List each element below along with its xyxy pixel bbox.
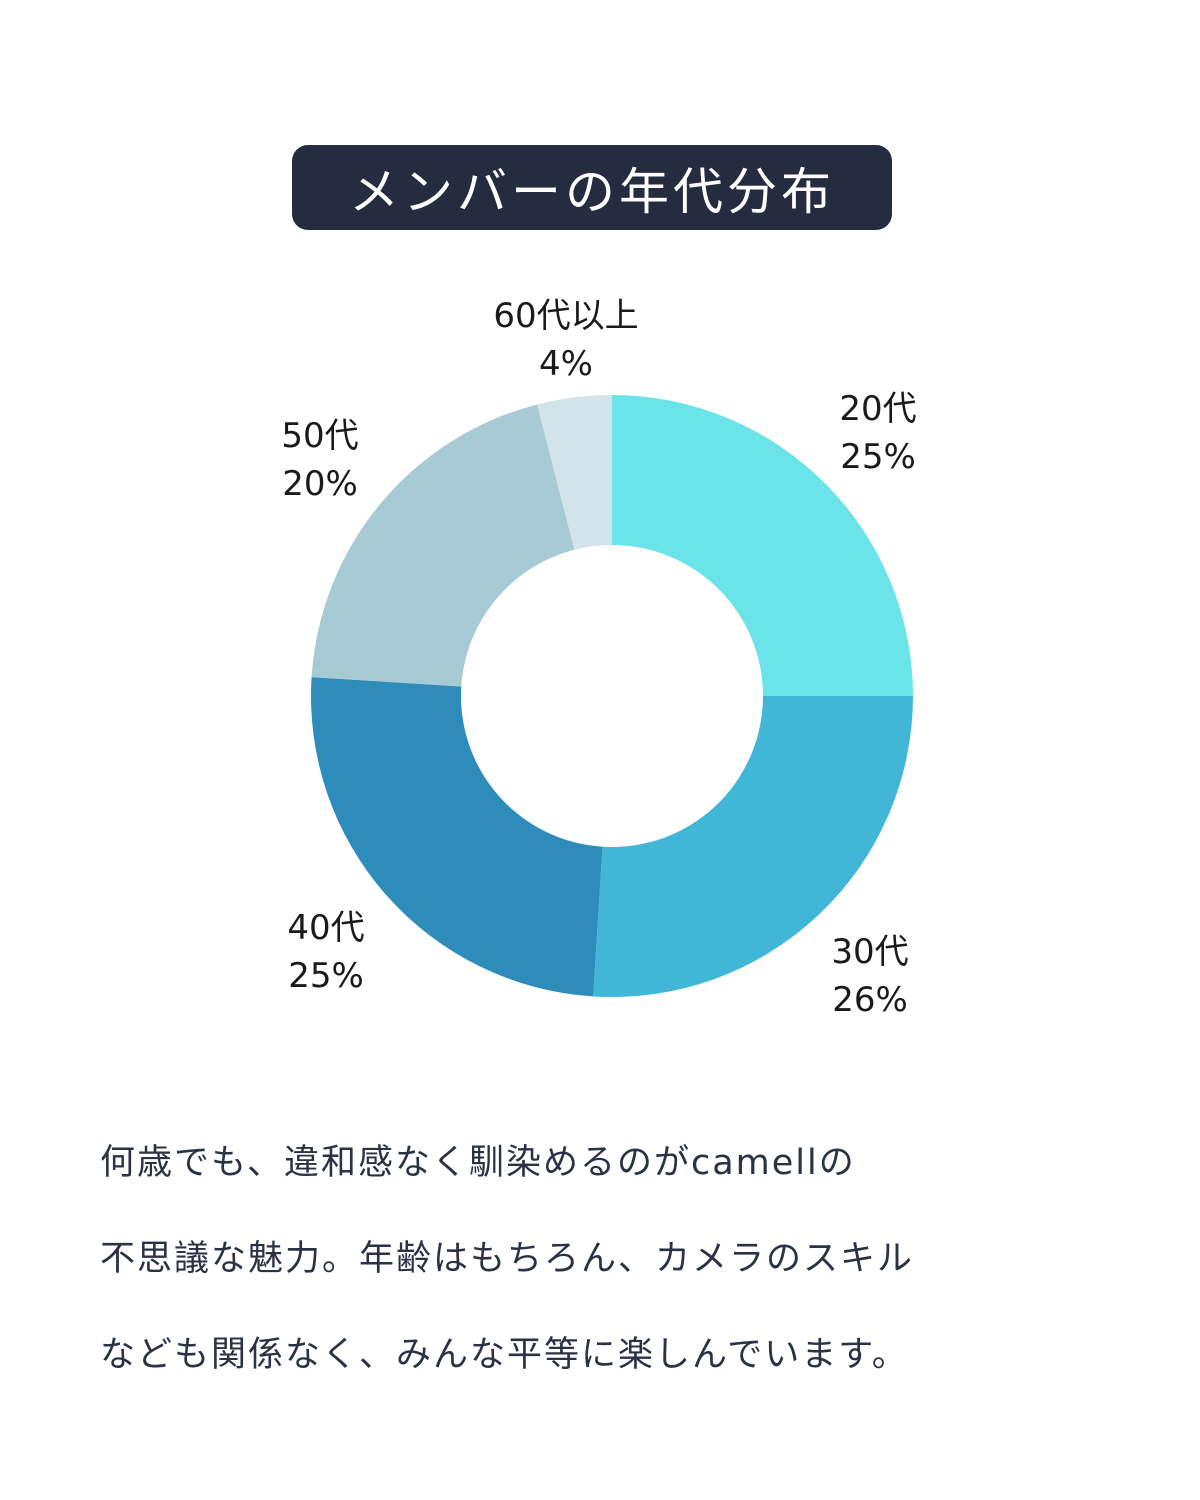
slice-label-category: 30代 xyxy=(831,932,909,972)
slice-label-category: 50代 xyxy=(281,416,359,456)
donut-slice-40s xyxy=(310,677,603,997)
slice-label-value: 25% xyxy=(840,437,916,477)
chart-title: メンバーの年代分布 xyxy=(349,162,835,221)
slice-label-value: 25% xyxy=(288,956,364,996)
slice-label-20s: 20代 25% xyxy=(818,385,938,481)
slice-label-category: 60代以上 xyxy=(493,296,639,336)
donut-slice-20s xyxy=(612,395,913,696)
caption-line: 何歳でも、違和感なく馴染めるのがcamellの xyxy=(100,1143,856,1183)
slice-label-30s: 30代 26% xyxy=(810,928,930,1024)
slice-label-60s-plus: 60代以上 4% xyxy=(466,292,666,388)
slice-label-value: 20% xyxy=(282,464,358,504)
slice-label-category: 20代 xyxy=(839,389,917,429)
chart-caption: 何歳でも、違和感なく馴染めるのがcamellの 不思議な魅力。年齢はもちろん、カ… xyxy=(100,1115,1140,1403)
caption-line: 不思議な魅力。年齢はもちろん、カメラのスキル xyxy=(100,1239,915,1279)
chart-title-badge: メンバーの年代分布 xyxy=(292,145,892,230)
slice-label-category: 40代 xyxy=(287,908,365,948)
caption-line: なども関係なく、みんな平等に楽しんでいます。 xyxy=(100,1335,909,1375)
donut-slice-30s xyxy=(593,696,913,997)
slice-label-value: 26% xyxy=(832,980,908,1020)
donut-slice-50s xyxy=(311,404,575,687)
slice-label-value: 4% xyxy=(539,344,593,384)
slice-label-50s: 50代 20% xyxy=(260,412,380,508)
donut-slice-60s-plus xyxy=(537,395,612,550)
slice-label-40s: 40代 25% xyxy=(266,904,386,1000)
donut-chart xyxy=(310,395,913,997)
